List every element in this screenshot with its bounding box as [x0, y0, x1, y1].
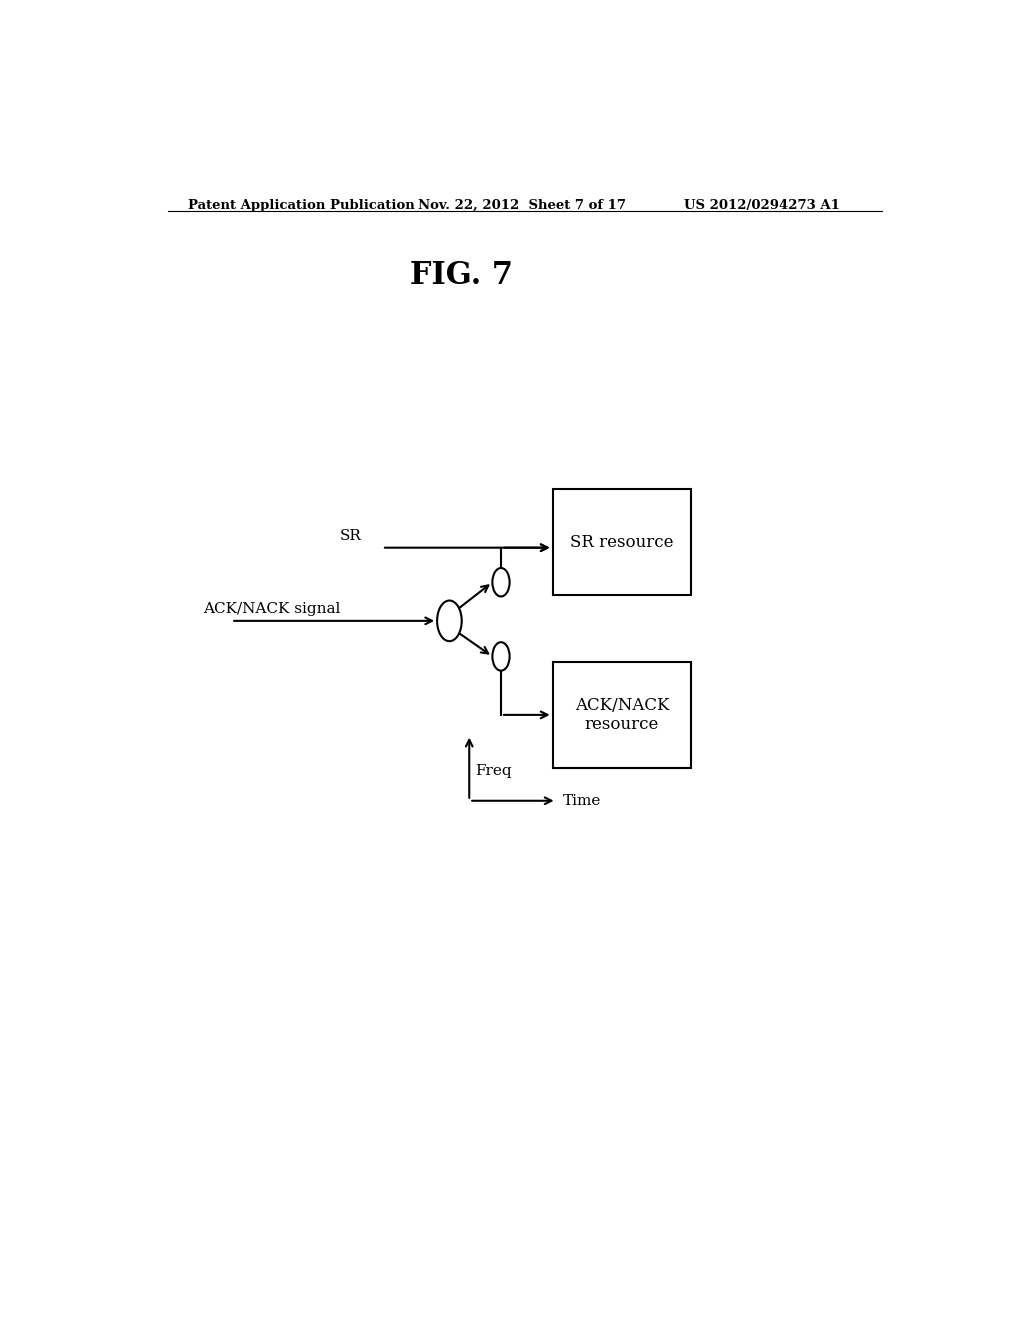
Text: SR: SR [340, 528, 362, 543]
Ellipse shape [493, 643, 510, 671]
Bar [553, 488, 691, 595]
Text: SR resource: SR resource [570, 533, 674, 550]
Text: US 2012/0294273 A1: US 2012/0294273 A1 [684, 199, 840, 213]
Ellipse shape [437, 601, 462, 642]
Text: ACK/NACK
resource: ACK/NACK resource [574, 697, 670, 733]
Text: FIG. 7: FIG. 7 [410, 260, 513, 290]
Text: Time: Time [563, 793, 601, 808]
Text: Freq: Freq [475, 764, 512, 777]
Text: Nov. 22, 2012  Sheet 7 of 17: Nov. 22, 2012 Sheet 7 of 17 [418, 199, 626, 213]
Bar [553, 661, 691, 768]
Ellipse shape [493, 568, 510, 597]
Text: ACK/NACK signal: ACK/NACK signal [204, 602, 341, 615]
Text: Patent Application Publication: Patent Application Publication [187, 199, 415, 213]
